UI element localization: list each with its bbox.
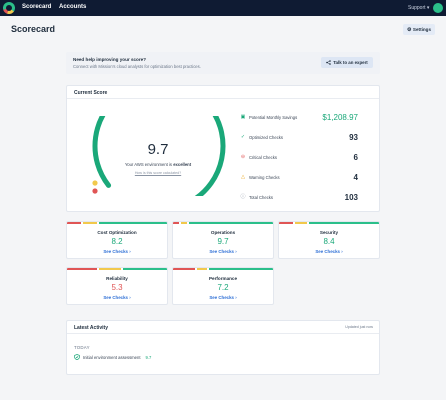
help-subtitle: Connect with Mission's cloud analysts fo… [73,64,201,69]
category-status-bar [173,268,273,270]
help-title: Need help improving your score? [73,57,147,62]
metric-label: Optimized Checks [249,135,283,140]
shield-check-icon [74,354,80,360]
latest-activity-card: Latest Activity Updated just now TODAY I… [66,320,380,375]
category-name: Cost Optimization [97,230,137,235]
score-gauge [92,116,226,196]
category-card-operations: Operations 9.7 See Checks › [172,221,274,259]
savings-icon: ▣ [240,114,246,120]
metric-value: 4 [353,173,358,182]
category-card-reliability: Reliability 5.3 See Checks › [66,267,168,305]
score-status: excellent [173,162,192,167]
category-name: Reliability [106,276,128,281]
avatar[interactable] [433,3,443,13]
activity-item-label: Initial environment assessment [83,354,141,360]
metric-total-checks: ⓘ Total Checks 103 [240,193,358,203]
metric-critical-checks: ⊖ Critical Checks 6 [240,153,358,163]
share-icon [326,60,332,65]
metric-label: Critical Checks [249,155,277,160]
gauge-warning-marker [92,180,98,186]
current-score-card: Current Score 9.7 Your AWS environment i… [66,85,380,212]
settings-button[interactable]: ⚙ Settings [403,24,435,35]
metric-value: $1,208.97 [322,113,358,122]
top-nav: Scorecard Accounts Support ▾ [0,0,446,16]
see-checks-link[interactable]: See Checks › [209,295,237,300]
category-status-bar [279,222,379,224]
logo-icon[interactable] [3,2,15,14]
page-title: Scorecard [11,24,56,34]
category-card-cost-optimization: Cost Optimization 8.2 See Checks › [66,221,168,259]
see-checks-link[interactable]: See Checks › [209,249,237,254]
critical-icon: ⊖ [240,154,246,160]
see-checks-link[interactable]: See Checks › [315,249,343,254]
category-name: Security [319,230,339,235]
category-name: Performance [208,276,238,281]
metric-label: Total Checks [249,195,273,200]
category-score: 5.3 [111,283,123,292]
category-status-bar [67,268,167,270]
metric-label: Warning Checks [249,175,280,180]
activity-item[interactable]: Initial environment assessment 9.7 [74,354,151,360]
score-calculation-link[interactable]: How is this score calculated? [134,171,182,175]
metric-warning-checks: △ Warning Checks 4 [240,173,358,183]
nav-item-accounts[interactable]: Accounts [59,4,87,10]
check-circle-icon: ✓ [240,134,246,140]
category-score: 9.7 [217,237,229,246]
category-status-bar [67,222,167,224]
talk-to-expert-label: Talk to an expert [333,60,368,65]
info-icon: ⓘ [240,194,246,200]
score-description-prefix: Your AWS environment is [124,162,174,167]
metric-value: 6 [353,153,358,162]
category-score: 8.2 [111,237,123,246]
latest-activity-title: Latest Activity [74,325,108,331]
support-menu[interactable]: Support ▾ [408,5,430,11]
card-header: Latest Activity Updated just now [67,321,379,334]
category-card-security: Security 8.4 See Checks › [278,221,380,259]
metric-value: 93 [349,133,358,142]
talk-to-expert-button[interactable]: Talk to an expert [321,57,373,68]
metric-potential-savings: ▣ Potential Monthly Savings $1,208.97 [240,113,358,123]
activity-item-score: 9.7 [145,354,152,360]
score-value: 9.7 [147,141,169,158]
gear-icon: ⚙ [406,26,412,33]
category-score: 7.2 [217,283,229,292]
settings-label: Settings [412,27,432,32]
nav-item-scorecard[interactable]: Scorecard [22,4,52,10]
category-card-performance: Performance 7.2 See Checks › [172,267,274,305]
metric-value: 103 [344,193,358,202]
category-score: 8.4 [323,237,335,246]
category-name: Operations [210,230,236,235]
metric-label: Potential Monthly Savings [249,115,298,120]
metric-optimized-checks: ✓ Optimized Checks 93 [240,133,358,143]
see-checks-link[interactable]: See Checks › [103,249,131,254]
see-checks-link[interactable]: See Checks › [103,295,131,300]
category-status-bar [173,222,273,224]
activity-group-label: TODAY [74,345,90,350]
card-header: Current Score [67,86,379,99]
help-banner: Need help improving your score? Connect … [66,52,380,74]
score-description: Your AWS environment is excellent [103,162,213,167]
current-score-title: Current Score [74,90,108,96]
gauge-critical-marker [92,188,98,194]
updated-timestamp: Updated just now [345,325,373,329]
warning-icon: △ [241,174,245,180]
